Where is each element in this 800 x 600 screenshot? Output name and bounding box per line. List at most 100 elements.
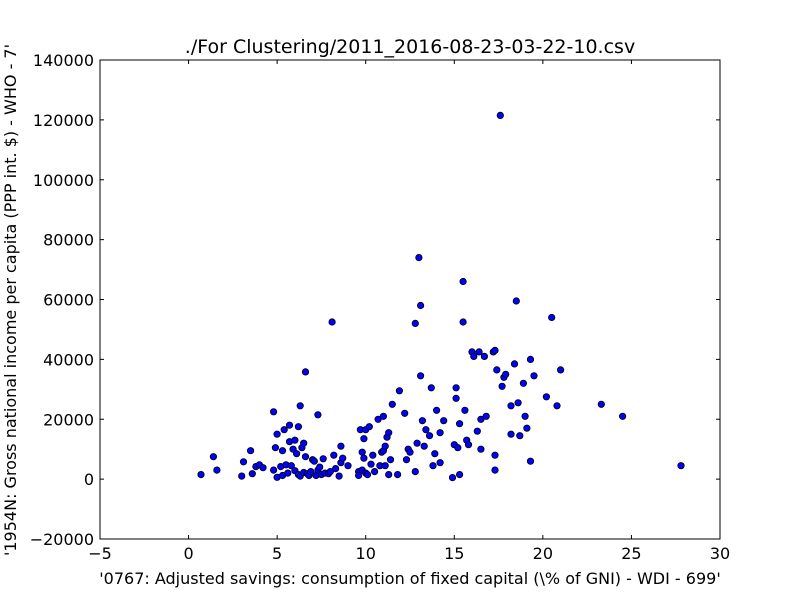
data-point (429, 462, 437, 470)
data-point (319, 455, 327, 463)
data-point (416, 301, 425, 310)
data-point (418, 417, 426, 425)
data-point (459, 318, 467, 326)
data-point (415, 254, 423, 262)
x-tick-label: 10 (356, 544, 376, 563)
data-point (344, 462, 352, 470)
data-point (425, 432, 434, 440)
data-point (294, 423, 302, 431)
chart-title: ./For Clustering/2011_2016-08-23-03-22-1… (185, 36, 635, 58)
data-point (464, 441, 473, 449)
data-point (436, 459, 444, 467)
data-point (480, 352, 488, 360)
data-point (386, 456, 395, 464)
x-tick-label: 30 (710, 544, 730, 563)
data-point (307, 467, 315, 476)
y-tick-label: 140000 (33, 51, 94, 70)
y-tick-label: 120000 (33, 111, 94, 130)
data-point (259, 464, 267, 472)
data-point (406, 448, 414, 456)
data-point (618, 412, 627, 420)
data-point (427, 384, 435, 392)
y-axis-label: '1954N: Gross national income per capita… (1, 44, 20, 556)
data-point (369, 451, 377, 459)
data-point (523, 424, 531, 432)
data-point (521, 412, 529, 420)
data-point (548, 313, 556, 322)
data-point (454, 444, 462, 452)
data-point (370, 467, 379, 476)
data-point (209, 453, 217, 461)
y-tick-label: −20000 (30, 530, 94, 549)
y-axis-ticks: −20000 0 20000 40000 60000 80000 100000 120000 1… (30, 51, 720, 549)
data-point (385, 470, 393, 479)
data-point (358, 448, 366, 456)
data-point (677, 462, 685, 470)
data-point (360, 454, 368, 462)
data-point (475, 348, 483, 356)
data-point (285, 421, 294, 429)
data-point (363, 470, 372, 479)
data-point (271, 444, 279, 452)
data-point (385, 429, 393, 437)
data-point (496, 111, 504, 120)
data-point (367, 460, 375, 468)
data-point (238, 472, 246, 480)
data-point (514, 399, 522, 407)
x-tick-label: 20 (533, 544, 553, 563)
data-point (273, 430, 281, 438)
data-point (269, 466, 278, 474)
data-point (239, 458, 248, 466)
data-point (493, 366, 501, 374)
data-point (448, 473, 457, 482)
data-point (597, 400, 605, 408)
data-point (300, 439, 308, 447)
data-point (473, 427, 481, 435)
data-point (459, 277, 467, 286)
data-point (519, 379, 528, 387)
data-point (491, 466, 499, 474)
data-point (542, 393, 551, 401)
data-point (491, 451, 499, 459)
y-tick-label: 60000 (43, 291, 94, 310)
data-point (331, 464, 340, 473)
plot-frame (99, 59, 721, 540)
x-tick-label: −5 (88, 544, 112, 563)
x-tick-label: 5 (272, 544, 282, 563)
data-point (278, 447, 287, 455)
data-point (335, 472, 343, 480)
data-point (381, 462, 389, 470)
data-point (452, 384, 460, 392)
y-tick-label: 0 (84, 470, 94, 489)
data-point (553, 402, 561, 410)
data-point (507, 430, 515, 438)
data-point (526, 457, 535, 465)
data-point (197, 470, 205, 479)
data-point (411, 467, 419, 476)
data-point (314, 411, 322, 419)
data-point (291, 436, 299, 444)
data-point (436, 429, 444, 437)
data-point (247, 447, 255, 455)
data-point (339, 454, 347, 462)
data-point (287, 462, 295, 470)
data-point (374, 415, 382, 423)
data-point (455, 470, 464, 479)
x-axis-ticks: −5 0 5 10 15 20 25 30 (88, 60, 730, 563)
data-point (461, 406, 469, 414)
data-point (477, 415, 485, 423)
data-point (328, 318, 336, 326)
data-point (413, 439, 421, 447)
data-point (440, 417, 448, 425)
data-point (310, 457, 318, 465)
data-point (301, 453, 310, 461)
data-point (498, 382, 506, 390)
data-point (381, 442, 389, 450)
data-point (452, 394, 460, 402)
data-point (470, 352, 478, 360)
data-point (280, 426, 288, 434)
x-tick-label: 25 (621, 544, 641, 563)
y-tick-label: 40000 (43, 350, 94, 369)
data-point (395, 387, 403, 395)
